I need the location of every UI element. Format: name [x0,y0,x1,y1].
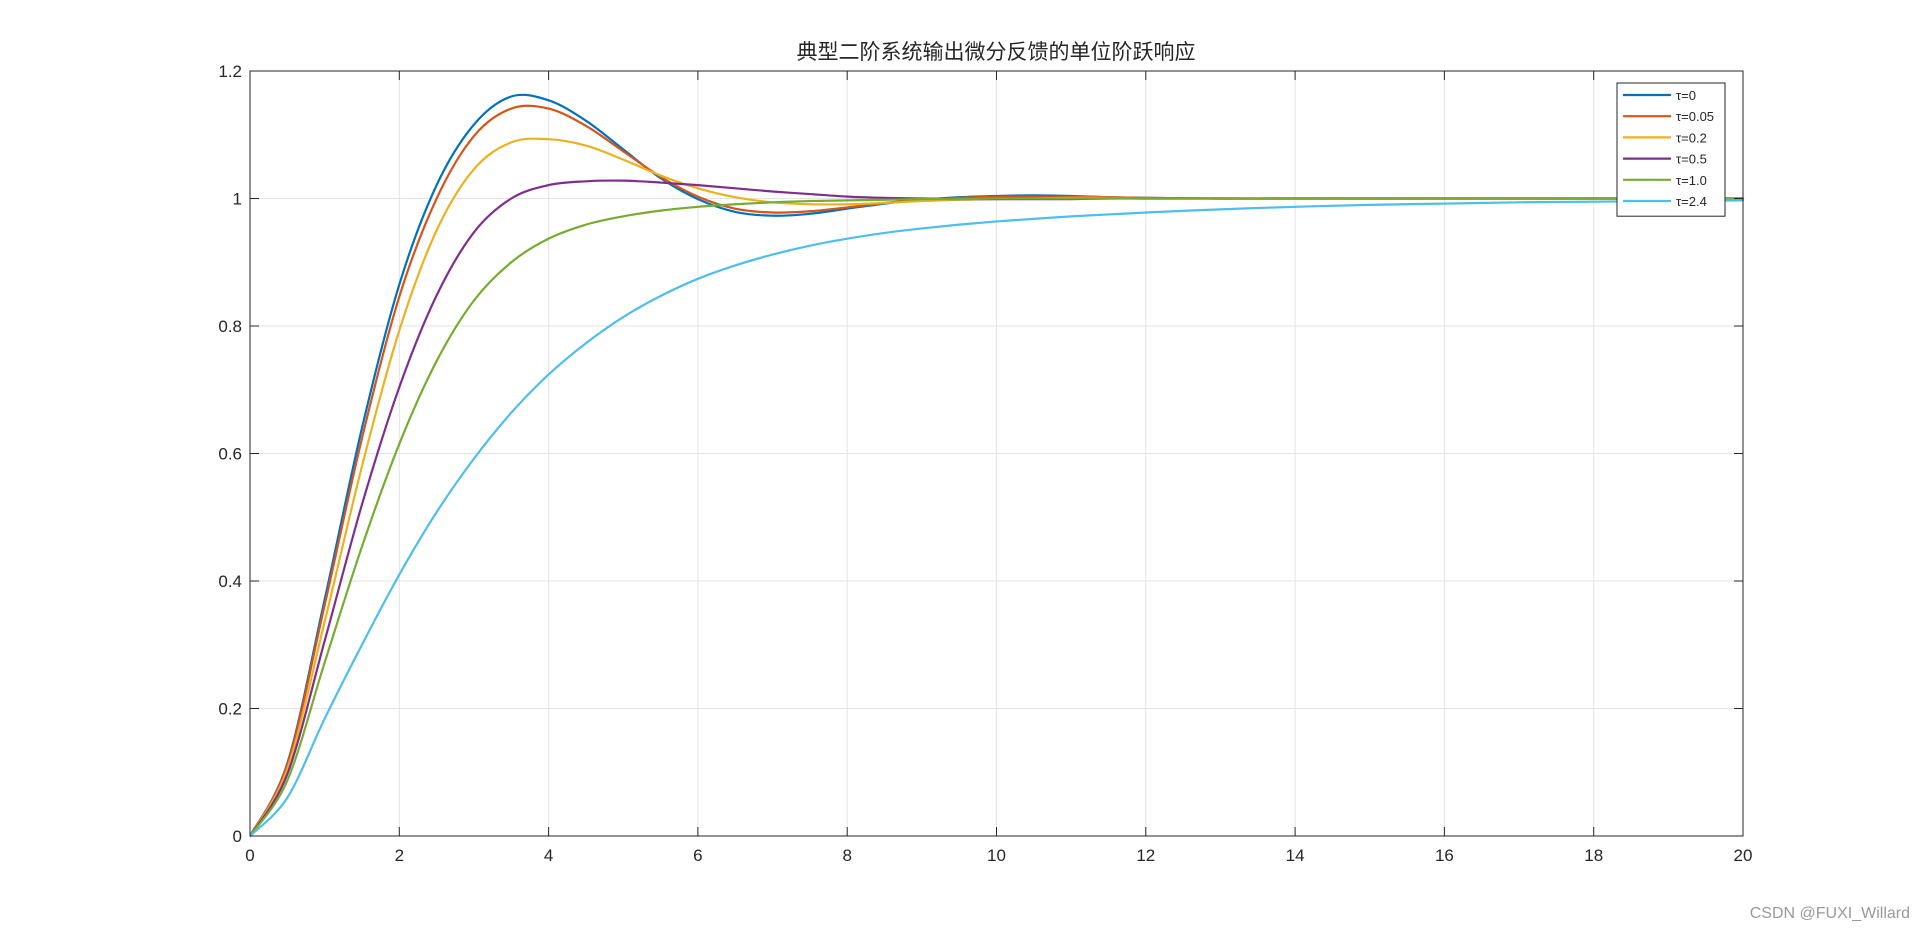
legend-label-2: τ=0.2 [1676,130,1707,145]
legend-label-3: τ=0.5 [1676,152,1707,167]
legend-label-0: τ=0 [1676,88,1696,103]
tick-labels: 0 2 4 6 8 10 12 14 16 18 20 0 0.2 0.4 0.6 0.8 1 1.2 [218,62,1752,865]
y-tick-label: 0.6 [218,445,242,464]
legend-label-1: τ=0.05 [1676,109,1714,124]
y-tick-label: 1.2 [218,62,242,81]
x-tick-label: 0 [245,846,254,865]
axes [249,70,1744,837]
x-tick-label: 4 [544,846,553,865]
series-line-5 [250,199,1745,838]
x-tick-label: 2 [395,846,404,865]
x-tick-label: 10 [987,846,1006,865]
watermark: CSDN @FUXI_Willard [1749,905,1910,922]
x-tick-label: 8 [842,846,851,865]
legend-box [1616,82,1726,217]
legend-label-4: τ=1.0 [1676,173,1707,188]
legend-label-5: τ=2.4 [1676,194,1707,209]
chart-title: 典型二阶系统输出微分反馈的单位阶跃响应 [797,40,1196,64]
y-tick-label: 0.4 [218,572,242,591]
y-tick-label: 0.8 [218,317,242,336]
x-tick-label: 12 [1136,846,1155,865]
legend: τ=0 τ=0.05 τ=0.2 τ=0.5 τ=1.0 τ=2.4 [1616,82,1726,217]
x-tick-label: 16 [1435,846,1454,865]
x-tick-label: 18 [1584,846,1603,865]
x-tick-label: 20 [1734,846,1753,865]
series-lines [250,93,1745,838]
y-tick-label: 1 [233,190,242,209]
series-line-4 [250,197,1745,838]
x-tick-label: 14 [1286,846,1305,865]
x-tick-label: 6 [693,846,702,865]
y-tick-label: 0.2 [218,700,242,719]
y-tick-label: 0 [233,827,242,846]
